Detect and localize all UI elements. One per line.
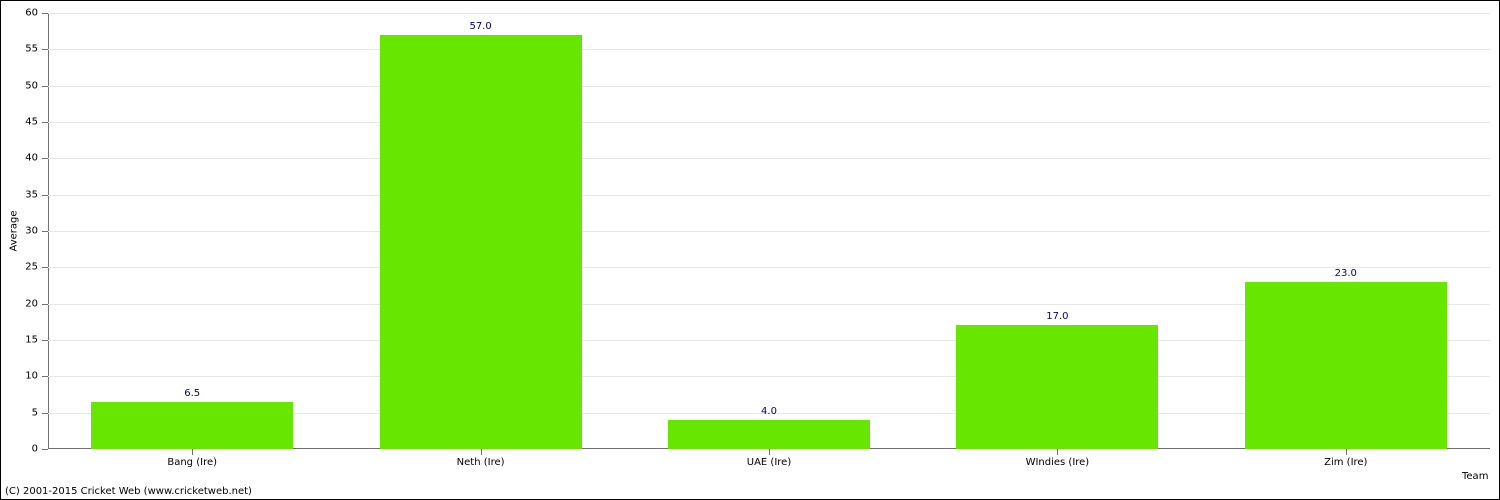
y-tick-label: 40	[25, 153, 48, 164]
bar: 17.0	[956, 325, 1158, 449]
bar: 57.0	[380, 35, 582, 449]
gridline	[48, 122, 1490, 123]
gridline	[48, 195, 1490, 196]
y-tick-label: 15	[25, 335, 48, 346]
y-tick-label: 55	[25, 44, 48, 55]
bar: 6.5	[91, 402, 293, 449]
y-tick-label: 35	[25, 189, 48, 200]
gridline	[48, 13, 1490, 14]
x-axis-label: Team	[1462, 471, 1488, 482]
y-tick-label: 30	[25, 226, 48, 237]
y-tick-label: 0	[32, 444, 48, 455]
gridline	[48, 231, 1490, 232]
x-tick-label: Bang (Ire)	[167, 449, 217, 468]
x-tick-label: Neth (Ire)	[457, 449, 505, 468]
y-axis-label: Average	[9, 210, 20, 251]
bar-value-label: 17.0	[956, 311, 1158, 322]
plot-area: 0510152025303540455055606.5Bang (Ire)57.…	[48, 13, 1490, 449]
bar: 4.0	[668, 420, 870, 449]
gridline	[48, 158, 1490, 159]
x-tick-label: Zim (Ire)	[1324, 449, 1367, 468]
y-tick-label: 50	[25, 80, 48, 91]
bar-value-label: 6.5	[91, 388, 293, 399]
bar-value-label: 57.0	[380, 21, 582, 32]
bar-value-label: 4.0	[668, 406, 870, 417]
x-tick-label: WIndies (Ire)	[1026, 449, 1090, 468]
gridline	[48, 49, 1490, 50]
y-tick-label: 60	[25, 8, 48, 19]
y-tick-label: 45	[25, 117, 48, 128]
bar-value-label: 23.0	[1245, 268, 1447, 279]
y-tick-label: 25	[25, 262, 48, 273]
footer-copyright: (C) 2001-2015 Cricket Web (www.cricketwe…	[5, 486, 252, 497]
y-tick-label: 5	[32, 407, 48, 418]
chart-frame: 0510152025303540455055606.5Bang (Ire)57.…	[0, 0, 1500, 500]
y-tick-label: 10	[25, 371, 48, 382]
x-tick-label: UAE (Ire)	[747, 449, 791, 468]
bar: 23.0	[1245, 282, 1447, 449]
y-tick-label: 20	[25, 298, 48, 309]
gridline	[48, 86, 1490, 87]
